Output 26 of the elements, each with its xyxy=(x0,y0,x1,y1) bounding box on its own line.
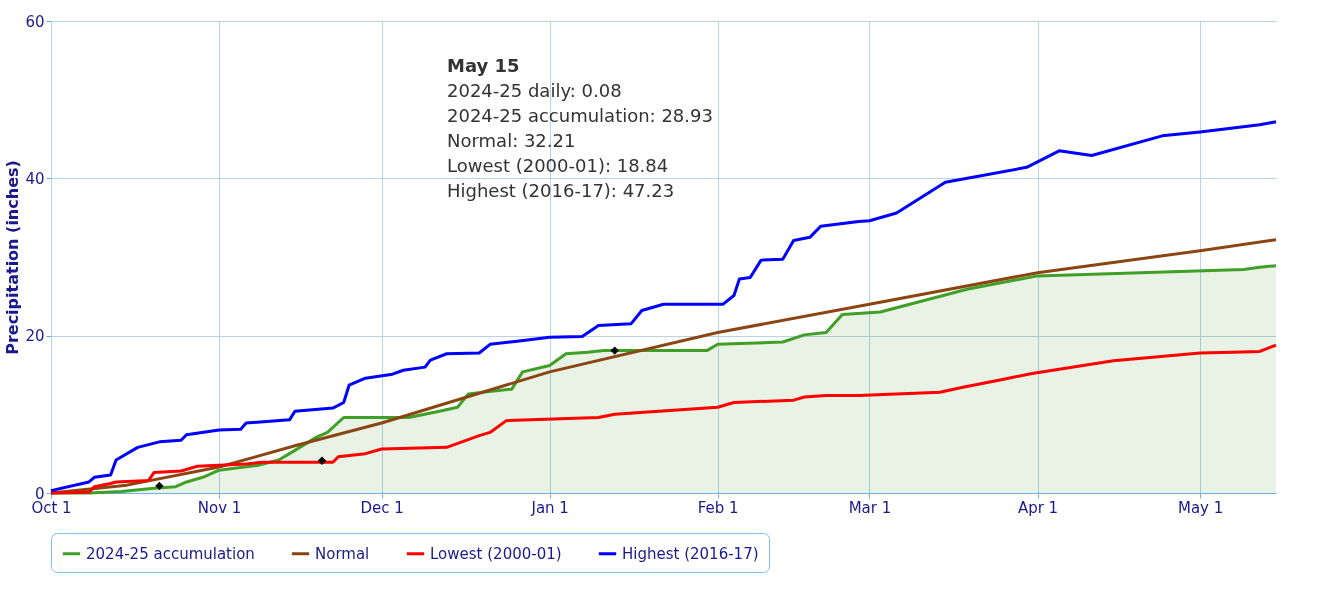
legend-label: Normal xyxy=(315,544,370,563)
x-tick-label: Jan 1 xyxy=(530,498,569,517)
x-tick-label: Oct 1 xyxy=(31,498,72,517)
x-tick-label: Apr 1 xyxy=(1017,498,1059,517)
point xyxy=(317,456,327,465)
y-tick-label: 20 xyxy=(25,327,45,346)
y-axis-title: Precipitation (inches) xyxy=(3,160,23,355)
line-series xyxy=(49,343,1278,495)
x-tick-label: May 1 xyxy=(1177,498,1224,517)
annotation: 2024-25 daily: 0.08 xyxy=(447,80,622,101)
legend-label: 2024-25 accumulation xyxy=(86,544,255,563)
annotation: Normal: 32.21 xyxy=(447,130,576,151)
point xyxy=(610,346,619,355)
legend-label: Lowest (2000-01) xyxy=(430,544,562,563)
point xyxy=(155,481,164,491)
x-tick-label: Dec 1 xyxy=(360,498,404,517)
annotation: 2024-25 accumulation: 28.93 xyxy=(447,105,713,126)
x-tick-label: Mar 1 xyxy=(848,498,892,517)
annotation: Lowest (2000-01): 18.84 xyxy=(447,155,669,176)
x-tick-label: Feb 1 xyxy=(697,498,739,517)
y-tick-label: 60 xyxy=(25,12,45,31)
annotation: May 15 xyxy=(447,55,520,76)
legend-label: Highest (2016-17) xyxy=(622,544,759,563)
y-tick-label: 40 xyxy=(25,169,45,188)
annotation: Highest (2016-17): 47.23 xyxy=(447,180,675,201)
x-tick-label: Nov 1 xyxy=(197,498,242,517)
